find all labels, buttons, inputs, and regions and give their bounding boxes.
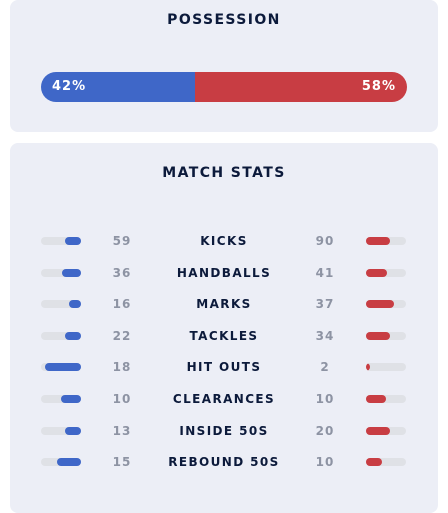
- away-stat-bar: [366, 426, 406, 435]
- possession-card: POSSESSION 42% 58%: [10, 0, 438, 132]
- stat-row: 22 TACKLES 34: [10, 326, 438, 346]
- away-stat-bar-fill: [366, 237, 390, 245]
- possession-home-label: 42%: [52, 79, 87, 94]
- stat-label: TACKLES: [189, 328, 259, 343]
- match-stats-card: MATCH STATS 59 KICKS 90 36 HANDBALLS 41 16 MARK…: [10, 143, 438, 513]
- home-stat-bar-fill: [61, 395, 81, 403]
- home-stat-bar: [41, 331, 81, 340]
- home-stat-value: 10: [112, 392, 132, 406]
- stat-row: 10 CLEARANCES 10: [10, 389, 438, 409]
- home-stat-bar: [41, 237, 81, 245]
- home-stat-bar: [41, 458, 81, 467]
- away-stat-bar-fill: [366, 363, 370, 372]
- home-stat-bar-fill: [45, 363, 81, 372]
- away-stat-value: 2: [320, 360, 330, 375]
- home-stat-bar-fill: [69, 300, 81, 309]
- home-stat-bar: [41, 300, 81, 309]
- stat-label: CLEARANCES: [172, 392, 276, 406]
- stat-label: KICKS: [200, 234, 248, 248]
- away-stat-value: 34: [315, 328, 335, 343]
- possession-home-segment: 42%: [41, 72, 195, 102]
- away-stat-bar-fill: [366, 426, 390, 435]
- stat-row: 15 REBOUND 50S 10: [10, 452, 438, 472]
- away-stat-bar-fill: [366, 331, 390, 340]
- home-stat-value: 15: [112, 455, 132, 470]
- possession-bar: 42% 58%: [41, 72, 407, 102]
- away-stat-bar: [366, 363, 406, 372]
- stat-label: REBOUND 50S: [168, 455, 280, 470]
- stat-row: 13 INSIDE 50S 20: [10, 421, 438, 441]
- home-stat-bar: [41, 363, 81, 372]
- stat-label: HANDBALLS: [176, 265, 272, 280]
- stat-label: MARKS: [196, 297, 252, 312]
- away-stat-bar-fill: [366, 268, 387, 277]
- home-stat-bar-fill: [65, 426, 81, 435]
- away-stat-bar-fill: [366, 395, 386, 403]
- stat-label: INSIDE 50S: [179, 423, 269, 438]
- home-stat-bar: [41, 268, 81, 277]
- home-stat-value: 16: [112, 297, 132, 312]
- home-stat-bar: [41, 395, 81, 403]
- away-stat-value: 41: [315, 265, 335, 280]
- stat-label: HIT OUTS: [186, 360, 262, 375]
- home-stat-value: 22: [112, 328, 132, 343]
- home-stat-value: 36: [112, 265, 132, 280]
- stat-row: 18 HIT OUTS 2: [10, 357, 438, 377]
- possession-away-label: 58%: [361, 79, 396, 94]
- home-stat-bar-fill: [65, 237, 81, 245]
- home-stat-value: 13: [112, 423, 132, 438]
- home-stat-bar: [41, 426, 81, 435]
- away-stat-bar: [366, 331, 406, 340]
- home-stat-bar-fill: [62, 268, 81, 277]
- possession-title: POSSESSION: [167, 12, 281, 28]
- away-stat-bar-fill: [366, 300, 394, 309]
- home-stat-bar-fill: [65, 331, 81, 340]
- away-stat-bar: [366, 268, 406, 277]
- away-stat-value: 37: [315, 297, 335, 312]
- away-stat-bar: [366, 395, 406, 403]
- away-stat-value: 20: [315, 423, 335, 438]
- stat-row: 36 HANDBALLS 41: [10, 263, 438, 283]
- away-stat-bar: [366, 458, 406, 467]
- stat-row: 16 MARKS 37: [10, 294, 438, 314]
- away-stat-bar-fill: [366, 458, 382, 467]
- home-stat-bar-fill: [57, 458, 81, 467]
- away-stat-value: 10: [315, 455, 335, 470]
- possession-away-segment: 58%: [194, 72, 407, 102]
- away-stat-value: 10: [315, 392, 335, 406]
- away-stat-bar: [366, 237, 406, 245]
- home-stat-value: 59: [112, 234, 132, 248]
- away-stat-value: 90: [315, 234, 335, 248]
- home-stat-value: 18: [112, 360, 132, 375]
- stat-row: 59 KICKS 90: [10, 231, 438, 251]
- away-stat-bar: [366, 300, 406, 309]
- match-stats-title: MATCH STATS: [162, 165, 286, 181]
